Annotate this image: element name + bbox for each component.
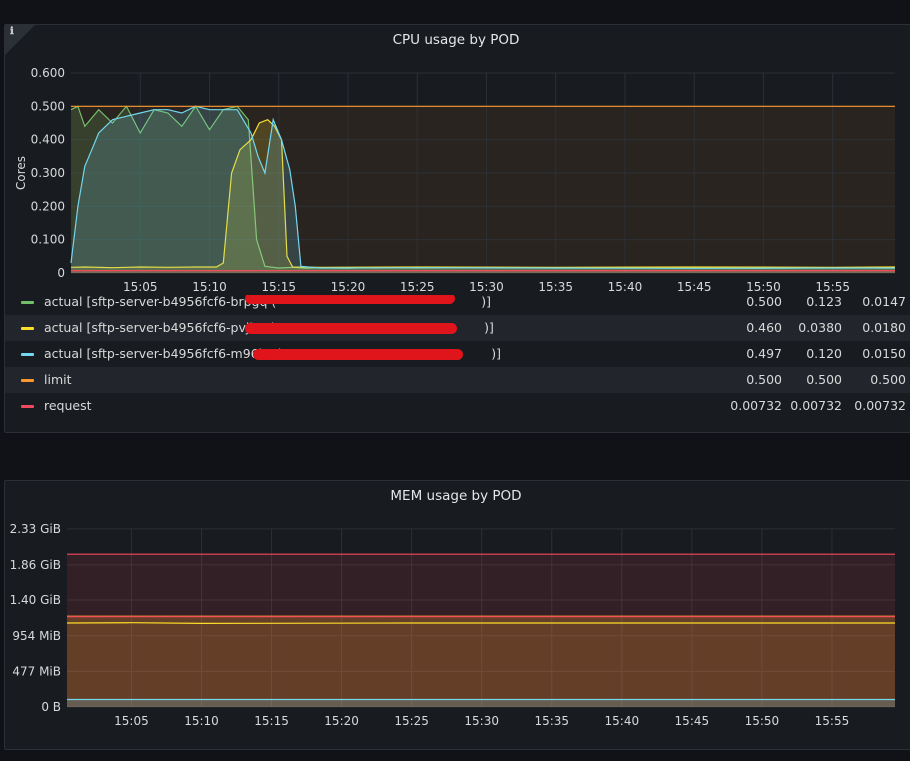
- legend-row[interactable]: limit 0.500 0.500 0.500: [5, 367, 910, 393]
- series-line: [70, 105, 895, 269]
- legend-current-value: 0.0180: [862, 320, 906, 335]
- series-color-swatch: [21, 405, 34, 408]
- series-color-swatch: [21, 379, 34, 382]
- legend-avg-value: 0.120: [806, 346, 842, 361]
- y-tick-label: 0.500: [31, 99, 65, 113]
- panel-title[interactable]: MEM usage by POD: [390, 488, 522, 504]
- y-tick-label: 0.600: [31, 66, 65, 80]
- y-tick-label: 2.33 GiB: [10, 522, 61, 536]
- x-tick-label: 15:25: [400, 280, 435, 294]
- series-line: [66, 622, 895, 625]
- info-icon[interactable]: ℹ: [10, 26, 14, 37]
- series-area: [67, 554, 895, 707]
- legend-series-label[interactable]: actual [sftp-server-b4956fcf6-brpgq ()]: [44, 295, 492, 309]
- x-tick-label: 15:15: [261, 280, 296, 294]
- series-area: [71, 270, 895, 273]
- x-tick-label: 15:40: [605, 714, 640, 728]
- cpu-legend-table: actual [sftp-server-b4956fcf6-brpgq ()] …: [5, 295, 910, 425]
- legend-avg-value: 0.00732: [790, 398, 842, 413]
- legend-row[interactable]: actual [sftp-server-b4956fcf6-m96kz ()] …: [5, 341, 910, 367]
- legend-avg-value: 0.500: [806, 372, 842, 387]
- legend-max-value: 0.497: [746, 346, 782, 361]
- x-tick-label: 15:05: [114, 714, 149, 728]
- legend-row[interactable]: request 0.00732 0.00732 0.00732: [5, 393, 910, 419]
- mem-usage-panel: MEM usage by POD 0 B 477 MiB 954 MiB 1.40 G…: [4, 480, 910, 750]
- series-color-swatch: [21, 301, 34, 304]
- x-tick-label: 15:20: [331, 280, 366, 294]
- x-tick-label: 15:45: [677, 280, 712, 294]
- y-tick-label: 0 B: [41, 700, 61, 714]
- cpu-chart: 0 0.100 0.200 0.300 0.400 0.500 0.600 15:05 15:1…: [14, 66, 896, 294]
- y-tick-label: 0.300: [31, 166, 65, 180]
- legend-series-label[interactable]: limit: [44, 372, 72, 387]
- x-tick-label: 15:05: [123, 280, 158, 294]
- y-tick-label: 1.40 GiB: [10, 593, 61, 607]
- x-tick-label: 15:50: [746, 280, 781, 294]
- redaction-mark: [253, 349, 463, 360]
- legend-current-value: 0.0147: [862, 295, 906, 309]
- series-area: [71, 119, 895, 273]
- y-tick-label: 1.86 GiB: [10, 558, 61, 572]
- x-tick-label: 15:10: [192, 280, 227, 294]
- y-tick-label: 0.400: [31, 133, 65, 147]
- legend-current-value: 0.0150: [862, 346, 906, 361]
- x-tick-label: 15:15: [254, 714, 289, 728]
- x-tick-label: 15:30: [464, 714, 499, 728]
- series-color-swatch: [21, 327, 34, 330]
- x-tick-label: 15:25: [394, 714, 429, 728]
- legend-max-value: 0.00732: [730, 398, 782, 413]
- redaction-mark: [245, 323, 457, 334]
- panel-info-corner[interactable]: [5, 25, 35, 55]
- legend-max-value: 0.500: [746, 372, 782, 387]
- x-tick-label: 15:35: [538, 280, 573, 294]
- y-tick-label: 0.200: [31, 199, 65, 213]
- y-tick-label: 0.100: [31, 233, 65, 247]
- series-color-swatch: [21, 353, 34, 356]
- series-area: [67, 699, 895, 707]
- legend-current-value: 0.00732: [854, 398, 906, 413]
- series-area: [71, 106, 895, 273]
- legend-row[interactable]: actual [sftp-server-b4956fcf6-pvjb8 ()] …: [5, 315, 910, 341]
- panel-title[interactable]: CPU usage by POD: [392, 32, 520, 48]
- x-tick-label: 15:45: [675, 714, 710, 728]
- x-tick-label: 15:35: [534, 714, 569, 728]
- x-tick-label: 15:30: [469, 280, 504, 294]
- x-tick-label: 15:10: [184, 714, 219, 728]
- x-tick-label: 15:20: [324, 714, 359, 728]
- y-tick-label: 477 MiB: [12, 664, 61, 678]
- legend-max-value: 0.460: [746, 320, 782, 335]
- x-tick-label: 15:40: [608, 280, 643, 294]
- mem-chart: 0 B 477 MiB 954 MiB 1.40 GiB 1.86 GiB 2.33 Gi…: [10, 522, 895, 728]
- x-tick-label: 15:50: [745, 714, 780, 728]
- legend-current-value: 0.500: [870, 372, 906, 387]
- y-axis-label: Cores: [14, 156, 28, 190]
- limit-fill-area: [71, 106, 895, 273]
- series-area: [71, 106, 895, 273]
- series-line: [70, 119, 896, 269]
- series-area: [67, 616, 895, 707]
- cpu-usage-panel: ℹ CPU usage by POD 0 0.100 0.200 0.300 0.400…: [4, 24, 910, 433]
- y-tick-label: 954 MiB: [12, 629, 61, 643]
- legend-series-label[interactable]: actual [sftp-server-b4956fcf6-pvjb8 ()]: [44, 320, 494, 335]
- legend-series-label[interactable]: request: [44, 398, 92, 413]
- legend-row[interactable]: actual [sftp-server-b4956fcf6-brpgq ()] …: [5, 295, 910, 315]
- legend-avg-value: 0.0380: [798, 320, 842, 335]
- legend-avg-value: 0.123: [806, 295, 842, 309]
- x-tick-label: 15:55: [815, 280, 850, 294]
- x-tick-label: 15:55: [815, 714, 850, 728]
- legend-series-label[interactable]: actual [sftp-server-b4956fcf6-m96kz ()]: [44, 346, 502, 361]
- y-tick-label: 0: [57, 266, 65, 280]
- redaction-mark: [245, 295, 455, 304]
- legend-max-value: 0.500: [746, 295, 782, 309]
